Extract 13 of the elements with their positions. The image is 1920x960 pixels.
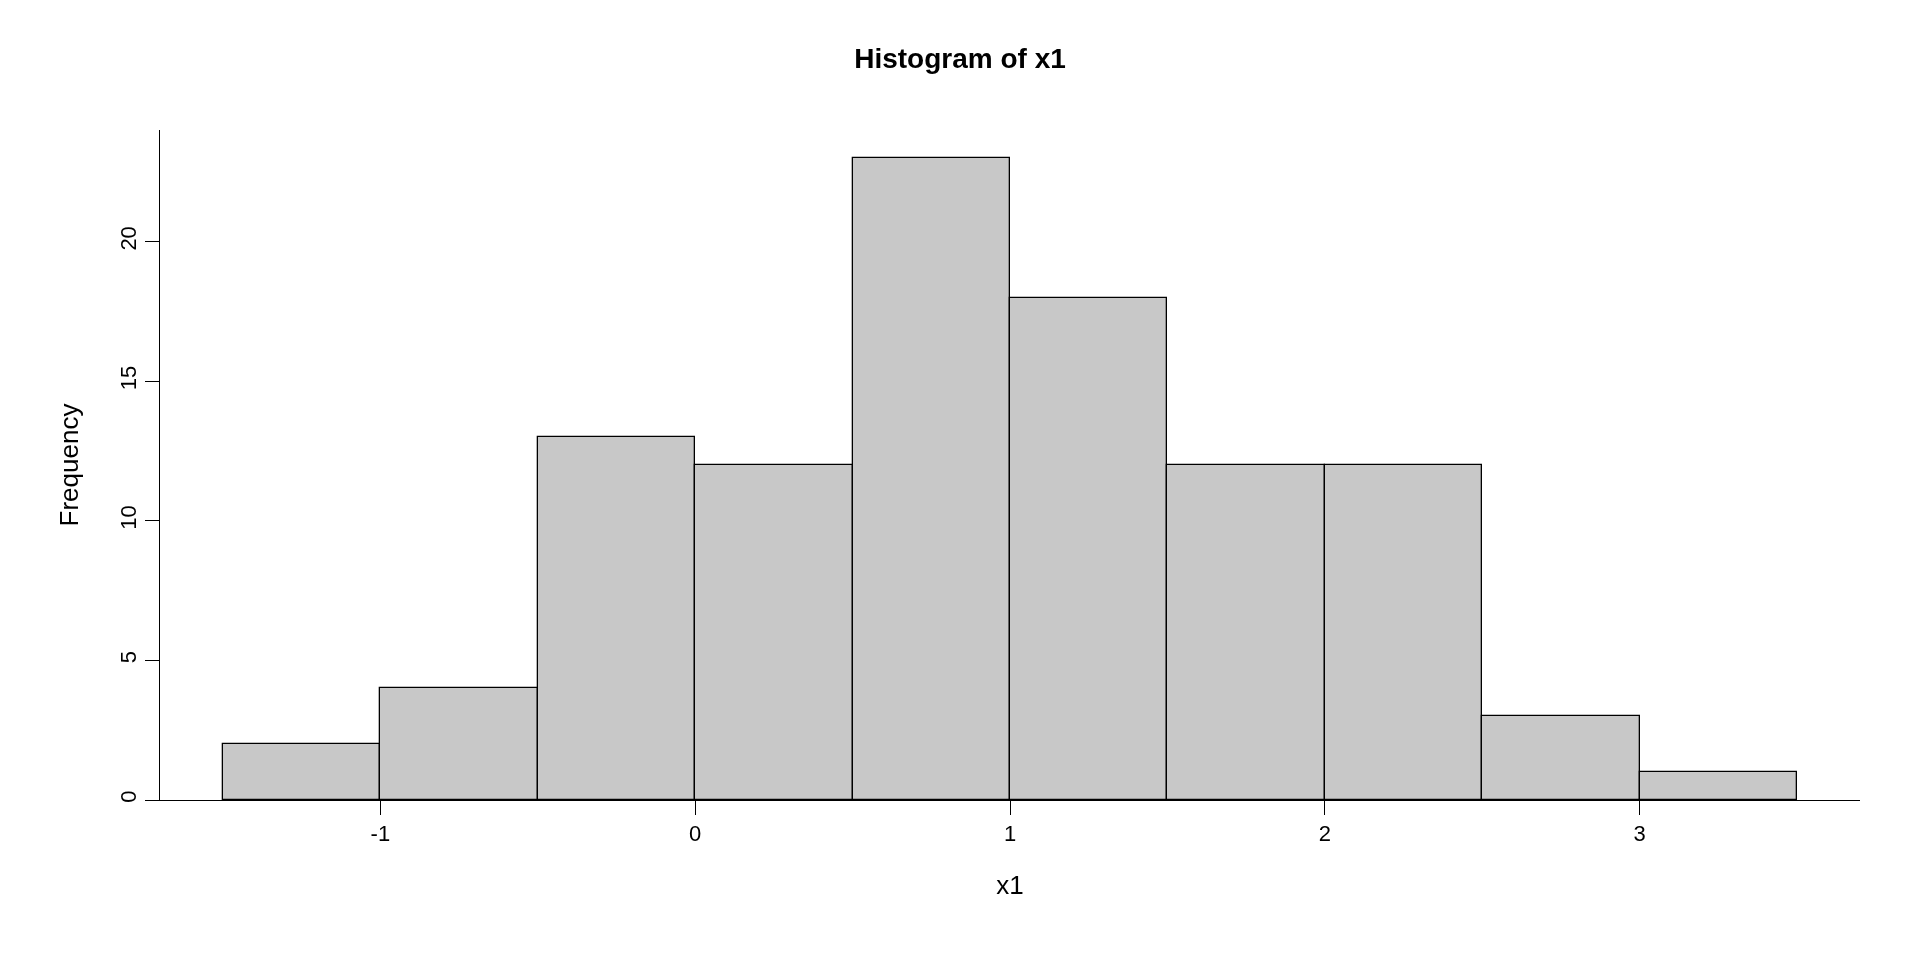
x-tick-label: 1 [1003,821,1017,847]
y-tick-label: 0 [116,790,142,803]
x-tick-label: 0 [689,821,702,847]
y-tick-label: 15 [116,365,142,391]
x-tick-label: -1 [370,821,391,847]
x-axis-title: x1 [996,870,1024,901]
y-tick-label: 10 [116,505,142,530]
x-tick-label: 3 [1633,821,1646,847]
chart-title: Histogram of x1 [854,42,1066,74]
y-tick-label: 5 [116,650,142,664]
y-axis-title: Frequency [53,403,84,527]
y-tick-label: 20 [116,226,142,251]
x-tick-label: 2 [1318,821,1331,847]
